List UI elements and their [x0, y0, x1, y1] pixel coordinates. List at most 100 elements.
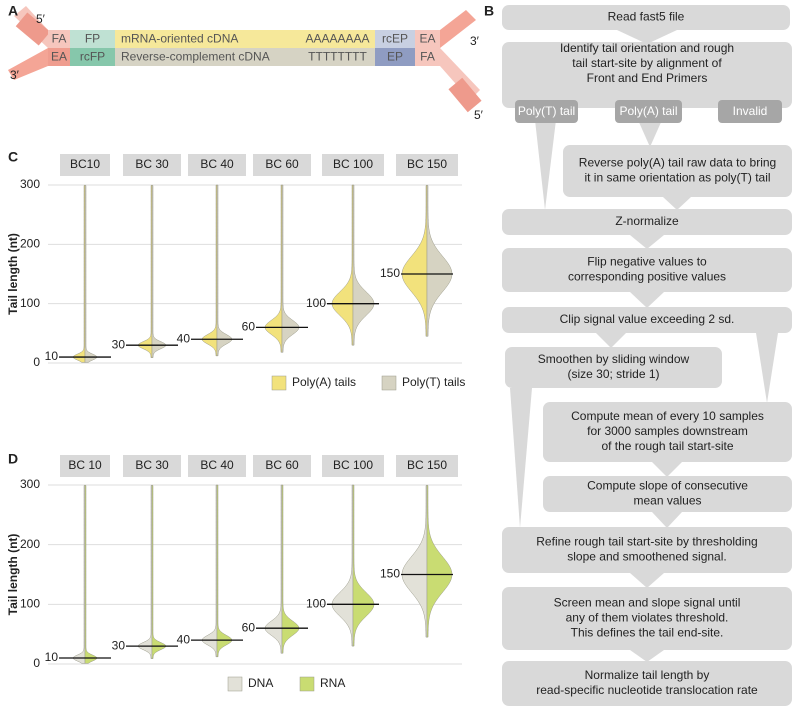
segment-label: EA — [51, 50, 67, 64]
violin-half — [331, 184, 354, 346]
step-text: Read fast5 file — [608, 10, 685, 24]
violin-half — [137, 184, 153, 358]
violin-half — [216, 484, 233, 658]
step-text: Screen mean and slope signal until — [554, 596, 741, 610]
step-text: Reverse poly(A) tail raw data to bring — [579, 156, 776, 170]
strand-segment — [115, 30, 300, 48]
panel-label: A — [8, 3, 18, 19]
strand-segment — [300, 48, 375, 66]
violin-half — [426, 184, 453, 337]
violin-half — [281, 484, 300, 654]
median-label: 40 — [177, 632, 191, 646]
strand-segment — [415, 48, 440, 66]
y-tick-label: 200 — [20, 237, 40, 251]
strand-segment — [415, 30, 440, 48]
branch-label: Invalid — [733, 104, 768, 118]
flow-step — [502, 527, 792, 573]
y-tick-label: 200 — [20, 537, 40, 551]
y-tick-label: 0 — [33, 656, 40, 670]
legend-label: DNA — [248, 676, 273, 690]
facet-label: BC10 — [70, 157, 100, 171]
violin-half — [426, 484, 453, 638]
violin-half — [281, 184, 300, 353]
violin-half — [151, 484, 167, 659]
violin-half — [264, 184, 283, 353]
segment-label: FP — [85, 32, 100, 46]
y-tick-label: 300 — [20, 177, 40, 191]
facet-label: BC 150 — [407, 157, 447, 171]
strand-segment — [300, 30, 375, 48]
facet-strip — [123, 154, 181, 176]
facet-label: BC 30 — [135, 157, 169, 171]
violin-half — [151, 184, 167, 358]
y-axis-label: Tail length (nt) — [6, 534, 20, 616]
step-text: it in same orientation as poly(T) tail — [584, 171, 770, 185]
panel-label: C — [8, 149, 18, 165]
step-text: read-specific nucleotide translocation r… — [536, 683, 758, 697]
violin-half — [264, 484, 283, 654]
step-text: Front and End Primers — [587, 71, 708, 85]
y-tick-label: 300 — [20, 477, 40, 491]
panel-label: D — [8, 451, 18, 467]
legend-swatch — [299, 676, 315, 692]
flow-step — [563, 145, 792, 197]
violin-half — [72, 484, 86, 664]
step-text: Flip negative values to — [587, 255, 707, 269]
strand-segment — [115, 48, 300, 66]
segment-label: mRNA-oriented cDNA — [121, 32, 238, 46]
legend-label: RNA — [320, 676, 345, 690]
flow-step — [543, 402, 792, 462]
flow-step — [543, 476, 792, 512]
median-label: 10 — [45, 349, 59, 363]
strand-segment — [48, 30, 70, 48]
strand-segment — [375, 48, 415, 66]
facet-strip — [396, 154, 458, 176]
panel-label: B — [484, 3, 494, 19]
facet-label: BC 60 — [265, 157, 299, 171]
strand-segment — [375, 30, 415, 48]
step-text: corresponding positive values — [568, 270, 726, 284]
step-text: Z-normalize — [615, 214, 679, 228]
violin-half — [72, 184, 86, 363]
facet-label: BC 60 — [265, 458, 299, 472]
step-text: for 3000 samples downstream — [587, 424, 748, 438]
median-label: 150 — [380, 266, 400, 280]
step-text: Clip signal value exceeding 2 sd. — [560, 312, 735, 326]
violin-half — [201, 184, 218, 357]
facet-label: BC 40 — [200, 458, 234, 472]
facet-strip — [188, 455, 246, 477]
median-label: 60 — [242, 320, 256, 334]
branch-label: Poly(T) tail — [518, 104, 575, 118]
end-label: 5′ — [36, 12, 46, 26]
median-label: 30 — [112, 337, 126, 351]
flow-arrows — [510, 30, 778, 662]
step-text: (size 30; stride 1) — [567, 367, 659, 381]
violin-half — [352, 184, 375, 346]
facet-strip — [322, 154, 384, 176]
facet-strip — [322, 455, 384, 477]
y-tick-label: 100 — [20, 597, 40, 611]
segment-label: Reverse-complement cDNA — [121, 50, 270, 64]
violin-half — [331, 484, 354, 647]
legend-swatch — [227, 676, 243, 692]
segment-label: rcFP — [80, 50, 105, 64]
facet-strip — [123, 455, 181, 477]
segment-label: EA — [419, 32, 435, 46]
strand-segment — [70, 30, 115, 48]
violin-half — [137, 484, 153, 659]
y-axis-label: Tail length (nt) — [6, 233, 20, 315]
step-text: Identify tail orientation and rough — [560, 41, 734, 55]
step-text: tail start-site by alignment of — [572, 56, 722, 70]
median-label: 30 — [112, 638, 126, 652]
median-label: 100 — [306, 597, 326, 611]
legend-label: Poly(T) tails — [402, 375, 465, 389]
violin-half — [201, 484, 218, 658]
flow-step — [502, 661, 792, 706]
step-text: mean values — [633, 494, 701, 508]
segment-label: EP — [387, 50, 403, 64]
facet-strip — [253, 455, 311, 477]
facet-strip — [188, 154, 246, 176]
y-tick-label: 100 — [20, 296, 40, 310]
